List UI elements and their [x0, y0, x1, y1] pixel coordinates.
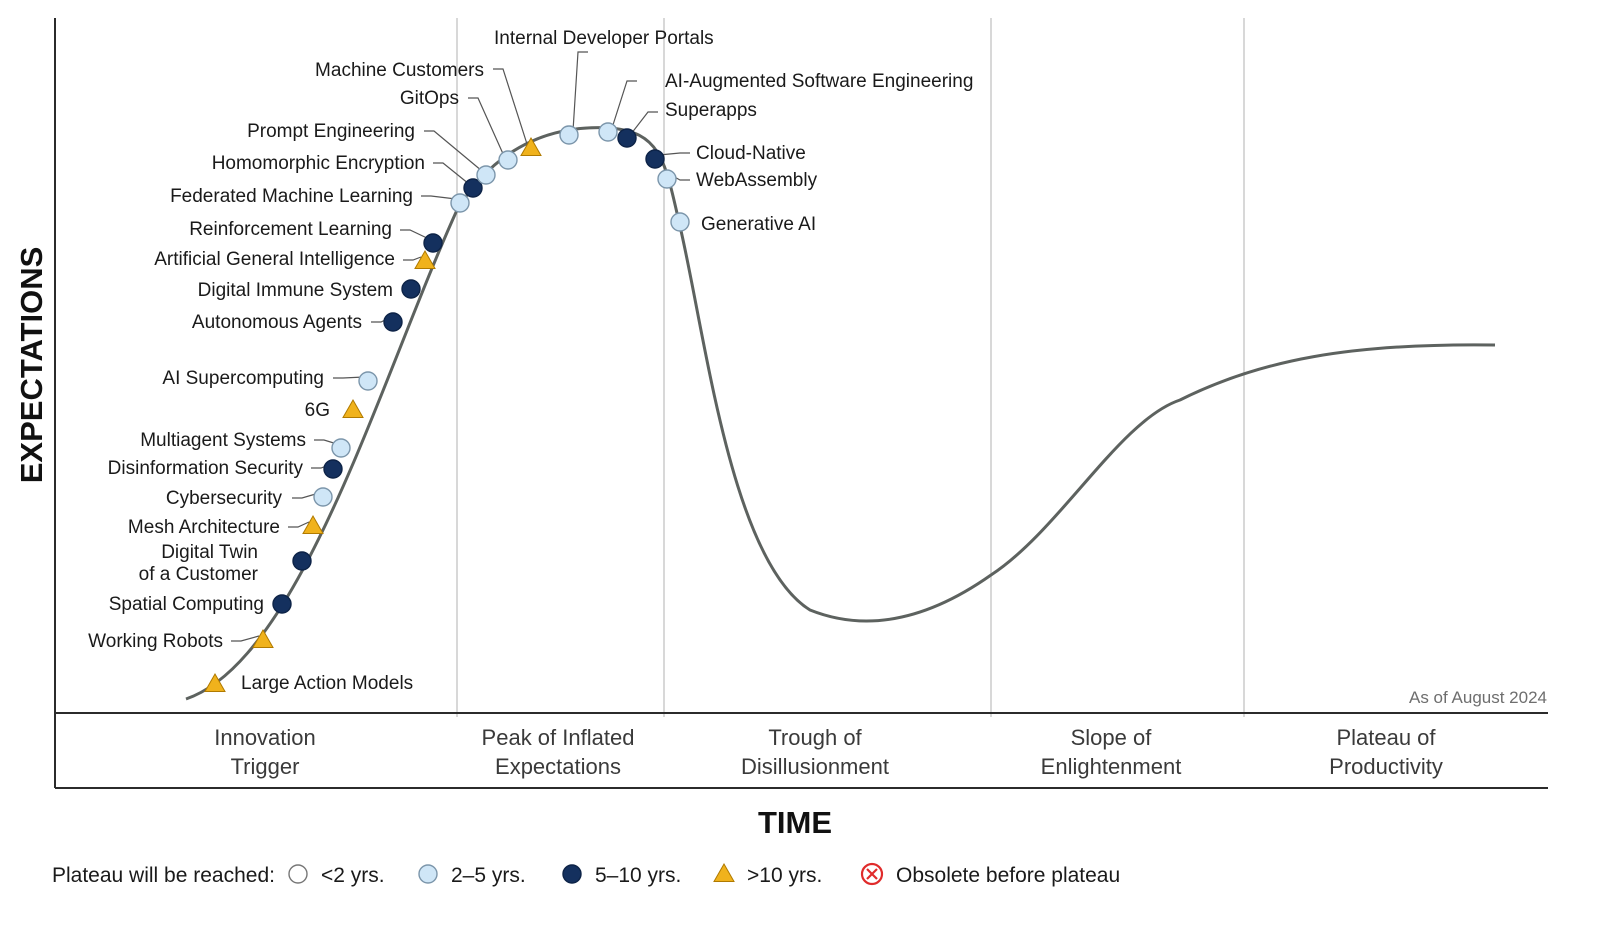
x-axis-title: TIME: [758, 805, 832, 840]
leader-line: [292, 492, 320, 499]
point-marker: [520, 136, 542, 156]
phase-label: Peak of Inflated Expectations: [482, 725, 635, 779]
leader-line: [333, 376, 365, 379]
leader-line: [403, 256, 422, 261]
legend-label: <2 yrs.: [321, 864, 385, 887]
point-marker: [272, 594, 292, 614]
phase-labels: Innovation Trigger Peak of Inflated Expecta…: [214, 725, 1443, 779]
point-label: Reinforcement Learning: [189, 219, 392, 240]
legend-title: Plateau will be reached:: [52, 864, 275, 887]
point-marker: [323, 459, 343, 479]
leader-line: [468, 97, 505, 157]
point-label: 6G: [305, 400, 330, 421]
legend-item: Obsolete before plateau: [860, 862, 1120, 887]
point-label: Prompt Engineering: [247, 121, 415, 142]
point-label: Internal Developer Portals: [494, 28, 714, 49]
point-marker: [252, 628, 274, 648]
point-marker: [401, 279, 421, 299]
point-marker: [598, 122, 618, 142]
point-marker: [331, 438, 351, 458]
legend-item: 5–10 yrs.: [562, 864, 681, 887]
leader-line: [421, 195, 457, 200]
leader-line: [433, 162, 470, 185]
leader-line: [630, 111, 658, 135]
leader-line: [231, 635, 260, 642]
point-label: Superapps: [665, 100, 757, 121]
point-label: Spatial Computing: [109, 594, 264, 615]
leader-line: [493, 68, 528, 145]
y-axis-title: EXPECTATIONS: [14, 247, 49, 484]
axes: [54, 18, 1548, 789]
point-marker: [450, 193, 470, 213]
point-label: Machine Customers: [315, 60, 484, 81]
point-label: Large Action Models: [241, 673, 413, 694]
legend-item: <2 yrs.: [288, 864, 385, 887]
leader-line: [288, 521, 310, 528]
point-marker: [657, 169, 677, 189]
as-of-date: As of August 2024: [1409, 688, 1547, 707]
phase-dividers: [456, 18, 1245, 717]
point-label: Homomorphic Encryption: [212, 153, 425, 174]
point-label: Multiagent Systems: [140, 430, 306, 451]
point-marker: [414, 249, 436, 269]
point-label: Cloud-Native: [696, 143, 806, 164]
legend-label: >10 yrs.: [747, 864, 822, 887]
point-marker: [670, 212, 690, 232]
point-label: GitOps: [400, 88, 459, 109]
legend-item: 2–5 yrs.: [418, 864, 526, 887]
legend-label: Obsolete before plateau: [896, 864, 1120, 887]
legend-label: 2–5 yrs.: [451, 864, 526, 887]
point-label: WebAssembly: [696, 170, 818, 191]
point-labels: Large Action Models Working Robots Spatial…: [88, 28, 973, 694]
leader-line: [658, 152, 690, 156]
legend-item: >10 yrs.: [713, 862, 822, 887]
point-marker: [383, 312, 403, 332]
point-label: Working Robots: [88, 631, 223, 652]
point-marker: [463, 178, 483, 198]
point-marker: [423, 233, 443, 253]
point-label: Cybersecurity: [166, 488, 283, 509]
point-label: AI-Augmented Software Engineering: [665, 71, 973, 92]
leader-line: [314, 439, 338, 445]
point-marker: [204, 672, 226, 692]
point-marker: [498, 150, 518, 170]
point-markers: [204, 122, 690, 692]
hype-curve: [185, 126, 1496, 701]
phase-label: Slope of Enlightenment: [1041, 725, 1182, 779]
point-marker: [476, 165, 496, 185]
point-marker: [617, 128, 637, 148]
point-label: Digital Immune System: [198, 280, 393, 301]
leader-line: [400, 229, 430, 240]
point-marker: [342, 398, 364, 418]
leader-line: [424, 130, 483, 172]
point-label: Artificial General Intelligence: [154, 249, 395, 270]
point-marker: [645, 149, 665, 169]
point-label: Generative AI: [701, 214, 816, 235]
legend-label: 5–10 yrs.: [595, 864, 681, 887]
point-marker: [358, 371, 378, 391]
phase-label: Trough of Disillusionment: [741, 725, 889, 779]
phase-label: Plateau of Productivity: [1329, 725, 1443, 779]
phase-label: Innovation Trigger: [214, 725, 316, 779]
point-label: Autonomous Agents: [192, 312, 362, 333]
legend: Plateau will be reached: <2 yrs. 2–5 yrs.…: [52, 862, 1120, 887]
point-label: Digital Twin of a Customer: [139, 542, 259, 585]
point-label: Federated Machine Learning: [170, 186, 413, 207]
point-marker: [313, 487, 333, 507]
point-marker: [292, 551, 312, 571]
point-marker: [559, 125, 579, 145]
point-marker: [302, 514, 324, 534]
point-label: Disinformation Security: [108, 458, 304, 479]
point-label: AI Supercomputing: [162, 368, 324, 389]
point-label: Mesh Architecture: [128, 517, 280, 538]
leader-line: [572, 51, 588, 132]
leader-line: [611, 80, 637, 129]
